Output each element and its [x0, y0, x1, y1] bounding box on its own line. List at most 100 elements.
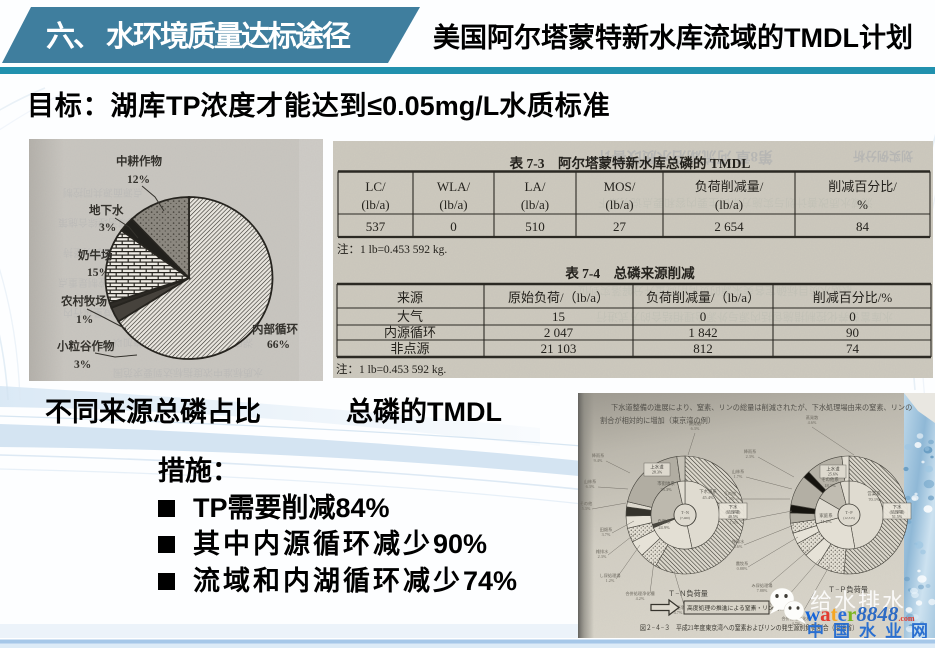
svg-text:水库富营养化控制措施包括内源与外源治理相结合的方式进行: 水库富营养化控制措施包括内源与外源治理相结合的方式进行 [596, 310, 893, 324]
svg-text:给水排水: 给水排水 [810, 589, 906, 614]
svg-text:负荷削减量/（lb/a）: 负荷削减量/（lb/a） [646, 290, 760, 305]
svg-text:84: 84 [856, 219, 870, 234]
svg-text:T−P: T−P [845, 510, 853, 515]
svg-text:非点源: 非点源 [390, 341, 429, 356]
svg-text:5.3%: 5.3% [582, 506, 591, 511]
svg-text:70.1%: 70.1% [868, 497, 880, 502]
svg-text:2.3%: 2.3% [598, 554, 607, 559]
svg-text:51.5%: 51.5% [892, 514, 903, 519]
svg-text:山林系: 山林系 [584, 478, 597, 485]
svg-text:7.88%: 7.88% [757, 588, 768, 593]
svg-text:15%: 15% [87, 267, 110, 279]
svg-text:45.4%: 45.4% [702, 495, 714, 500]
svg-text:Ｔ−Ｎ負荷量: Ｔ−Ｎ負荷量 [668, 589, 708, 598]
svg-text:0: 0 [849, 309, 856, 324]
svg-text:6.3%: 6.3% [586, 484, 595, 489]
svg-text:农村牧场: 农村牧场 [60, 294, 107, 308]
svg-text:2 654: 2 654 [714, 219, 744, 234]
svg-text:家庭系: 家庭系 [819, 512, 833, 519]
svg-text:し尿処理場: し尿処理場 [600, 572, 622, 579]
svg-text:537: 537 [366, 219, 386, 234]
svg-text:下水道整備の進展により、窒素、リンの総量は削減されたが、下水: 下水道整備の進展により、窒素、リンの総量は削減されたが、下水処理場由来の窒素、リ… [611, 403, 912, 412]
svg-text:Ｔ−Ｐ負荷量: Ｔ−Ｐ負荷量 [828, 585, 868, 594]
svg-text:2.3%: 2.3% [746, 454, 755, 459]
svg-text:4.7%: 4.7% [792, 621, 801, 626]
svg-text:1.7%: 1.7% [734, 474, 743, 479]
svg-text:6.3%: 6.3% [691, 426, 700, 431]
svg-text:下水: 下水 [893, 504, 902, 511]
svg-text:下水道系: 下水道系 [699, 488, 717, 495]
svg-text:12%: 12% [127, 174, 150, 186]
svg-text:(lb/a): (lb/a) [361, 197, 389, 212]
svg-text:(7,460): (7,460) [680, 516, 690, 521]
svg-text:割合が相対的に増加（東京湾の例）: 割合が相対的に増加（東京湾の例） [600, 416, 715, 425]
svg-text:28.3%: 28.3% [652, 470, 663, 475]
svg-text:9.4%: 9.4% [594, 458, 603, 463]
svg-text:T−N: T−N [681, 510, 689, 515]
svg-text:その他: その他 [580, 500, 593, 507]
svg-text:農牧系: 農牧系 [736, 560, 749, 567]
svg-text:降雨系: 降雨系 [592, 452, 605, 459]
svg-text:内源循环: 内源循环 [384, 325, 436, 340]
svg-text:(lb/a): (lb/a) [605, 197, 633, 212]
svg-text:负荷削减量/: 负荷削减量/ [695, 179, 764, 194]
svg-text:27: 27 [613, 219, 627, 234]
svg-text:上水道: 上水道 [826, 466, 840, 473]
svg-text:90: 90 [846, 325, 859, 340]
svg-text:(12,315): (12,315) [843, 516, 855, 521]
svg-text:市街地系: 市街地系 [657, 480, 675, 487]
svg-text:23.3%: 23.3% [660, 487, 672, 492]
svg-text:1 842: 1 842 [688, 325, 717, 340]
svg-text:WLA/: WLA/ [437, 179, 471, 194]
svg-text:大气: 大气 [397, 309, 423, 324]
svg-text:15: 15 [552, 309, 565, 324]
svg-text:営業系: 営業系 [867, 490, 881, 497]
svg-text:内部循环: 内部循环 [252, 322, 298, 336]
svg-text:0.6%: 0.6% [734, 544, 743, 549]
svg-text:その他系: その他系 [821, 476, 839, 483]
svg-text:66%: 66% [267, 339, 290, 351]
svg-text:LA/: LA/ [525, 179, 546, 194]
svg-text:奶牛场: 奶牛场 [78, 248, 113, 262]
svg-text:自然系: 自然系 [657, 518, 671, 525]
svg-text:地下水: 地下水 [89, 203, 124, 217]
svg-text:25.6%: 25.6% [828, 472, 839, 477]
svg-text:0.88%: 0.88% [737, 566, 748, 571]
svg-text:(lb/a): (lb/a) [715, 197, 743, 212]
svg-text:その他: その他 [724, 490, 737, 497]
svg-text:第8章 河流湖泊水质改善计: 第8章 河流湖泊水质改善计 [597, 148, 773, 166]
svg-text:原始负荷/（lb/a）: 原始负荷/（lb/a） [508, 290, 609, 305]
svg-text:図２−４−３ 平成21年度東京湾への窒素およびリンの発生源別: 図２−４−３ 平成21年度東京湾への窒素およびリンの発生源別負荷割合（環境省） [640, 623, 858, 632]
svg-text:3.7%: 3.7% [602, 532, 611, 537]
svg-text:み尿処理場: み尿処理場 [752, 582, 774, 589]
svg-text:4.6%: 4.6% [808, 420, 817, 425]
svg-text:40.5%: 40.5% [728, 514, 739, 519]
svg-text:高度処理の推進による窒素・リン削減: 高度処理の推進による窒素・リン削減 [687, 604, 786, 612]
svg-text:3%: 3% [99, 222, 116, 234]
svg-text:4.7%: 4.7% [674, 610, 683, 615]
svg-text:3%: 3% [74, 359, 91, 371]
svg-text:山林系: 山林系 [732, 468, 745, 475]
svg-text:2 047: 2 047 [544, 325, 574, 340]
svg-text:合併処理浄化槽: 合併処理浄化槽 [625, 590, 655, 597]
svg-text:%: % [857, 197, 868, 212]
svg-text:4.2%: 4.2% [636, 596, 645, 601]
svg-text:(処理場): (処理場) [890, 509, 905, 515]
svg-text:来源: 来源 [397, 290, 423, 305]
svg-text:(lb/a): (lb/a) [439, 197, 467, 212]
svg-text:74: 74 [846, 341, 860, 356]
svg-text:注：1 lb=0.453 592 kg.: 注：1 lb=0.453 592 kg. [336, 362, 446, 376]
svg-text:510: 510 [525, 219, 545, 234]
svg-text:1.5%: 1.5% [726, 496, 735, 501]
svg-text:降雨系: 降雨系 [744, 448, 757, 455]
svg-text:点源面源共同控制: 点源面源共同控制 [63, 186, 143, 199]
svg-text:1.3%: 1.3% [730, 520, 739, 525]
svg-text:water8848.com: water8848.com [805, 602, 915, 626]
svg-text:1.2%: 1.2% [606, 578, 615, 583]
svg-text:划实例分析: 划实例分析 [853, 149, 913, 164]
svg-text:中国水业网: 中国水业网 [807, 621, 935, 640]
svg-text:下水: 下水 [729, 504, 738, 511]
svg-text:MOS/: MOS/ [604, 179, 636, 194]
svg-text:LC/: LC/ [365, 179, 386, 194]
svg-text:24.9%: 24.9% [658, 525, 670, 530]
